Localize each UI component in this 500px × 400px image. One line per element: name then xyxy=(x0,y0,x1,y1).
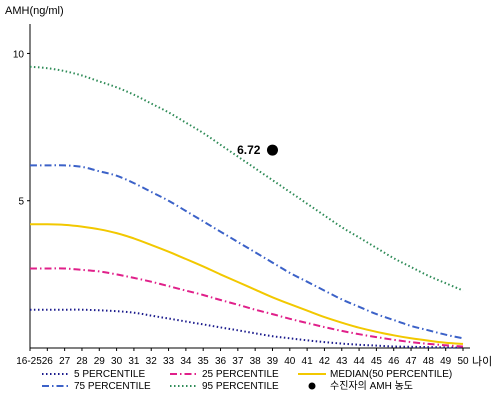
x-tick-label: 47 xyxy=(405,356,417,367)
x-tick-label: 26 xyxy=(42,356,54,367)
x-tick-label: 48 xyxy=(423,356,435,367)
x-tick-label: 50 xyxy=(457,356,469,367)
patient-amh-marker: 6.72 xyxy=(237,143,278,157)
y-axis-title: AMH(ng/ml) xyxy=(5,5,64,17)
x-tick-label: 35 xyxy=(198,356,210,367)
y-axis-ticks: 10 5 xyxy=(13,49,30,208)
x-tick-label: 32 xyxy=(146,356,158,367)
x-tick-label: 43 xyxy=(336,356,348,367)
legend-label: 5 PERCENTILE xyxy=(74,369,145,380)
x-tick-label: 37 xyxy=(232,356,244,367)
y-tick-label: 10 xyxy=(13,49,25,60)
series-line-median-50-percentile xyxy=(29,223,464,345)
x-tick-label: 49 xyxy=(440,356,452,367)
x-tick-label: 27 xyxy=(59,356,71,367)
legend-label: 25 PERCENTILE xyxy=(202,369,279,380)
x-tick-label: 34 xyxy=(180,356,192,367)
series-line-25-percentile xyxy=(29,267,464,348)
x-axis-title: 나이 xyxy=(472,355,492,368)
x-tick-label: 31 xyxy=(128,356,140,367)
x-tick-label: 30 xyxy=(111,356,123,367)
x-tick-label: 16-25 xyxy=(16,356,42,367)
patient-amh-point xyxy=(266,144,278,156)
x-tick-label: 39 xyxy=(267,356,279,367)
series-line-75-percentile xyxy=(29,164,464,340)
x-tick-label: 33 xyxy=(163,356,175,367)
legend-label: MEDIAN(50 PERCENTILE) xyxy=(330,369,452,380)
x-tick-label: 28 xyxy=(76,356,88,367)
percentile-series-lines xyxy=(29,65,464,349)
x-axis-ticks: 16-25 26 27 28 29 30 31 32 33 34 35 36 37 38 39 40 41 42 4… xyxy=(16,348,469,367)
x-tick-label: 29 xyxy=(94,356,106,367)
y-tick-label: 5 xyxy=(18,197,24,208)
x-tick-label: 46 xyxy=(388,356,400,367)
legend-label-patient: 수진자의 AMH 농도 xyxy=(330,380,413,392)
x-tick-label: 36 xyxy=(215,356,227,367)
series-line-95-percentile xyxy=(29,65,464,292)
legend-swatch-patient xyxy=(308,382,316,390)
legend: 5 PERCENTILE 25 PERCENTILE MEDIAN(50 PERCE… xyxy=(42,369,452,392)
x-tick-label: 44 xyxy=(354,356,366,367)
x-tick-label: 42 xyxy=(319,356,331,367)
legend-label: 75 PERCENTILE xyxy=(74,381,151,392)
x-tick-label: 40 xyxy=(284,356,296,367)
legend-label: 95 PERCENTILE xyxy=(202,381,279,392)
x-tick-label: 38 xyxy=(250,356,262,367)
x-tick-label: 41 xyxy=(302,356,314,367)
patient-amh-value-label: 6.72 xyxy=(237,143,261,157)
x-tick-label: 45 xyxy=(371,356,383,367)
series-line-5-percentile xyxy=(29,308,464,349)
